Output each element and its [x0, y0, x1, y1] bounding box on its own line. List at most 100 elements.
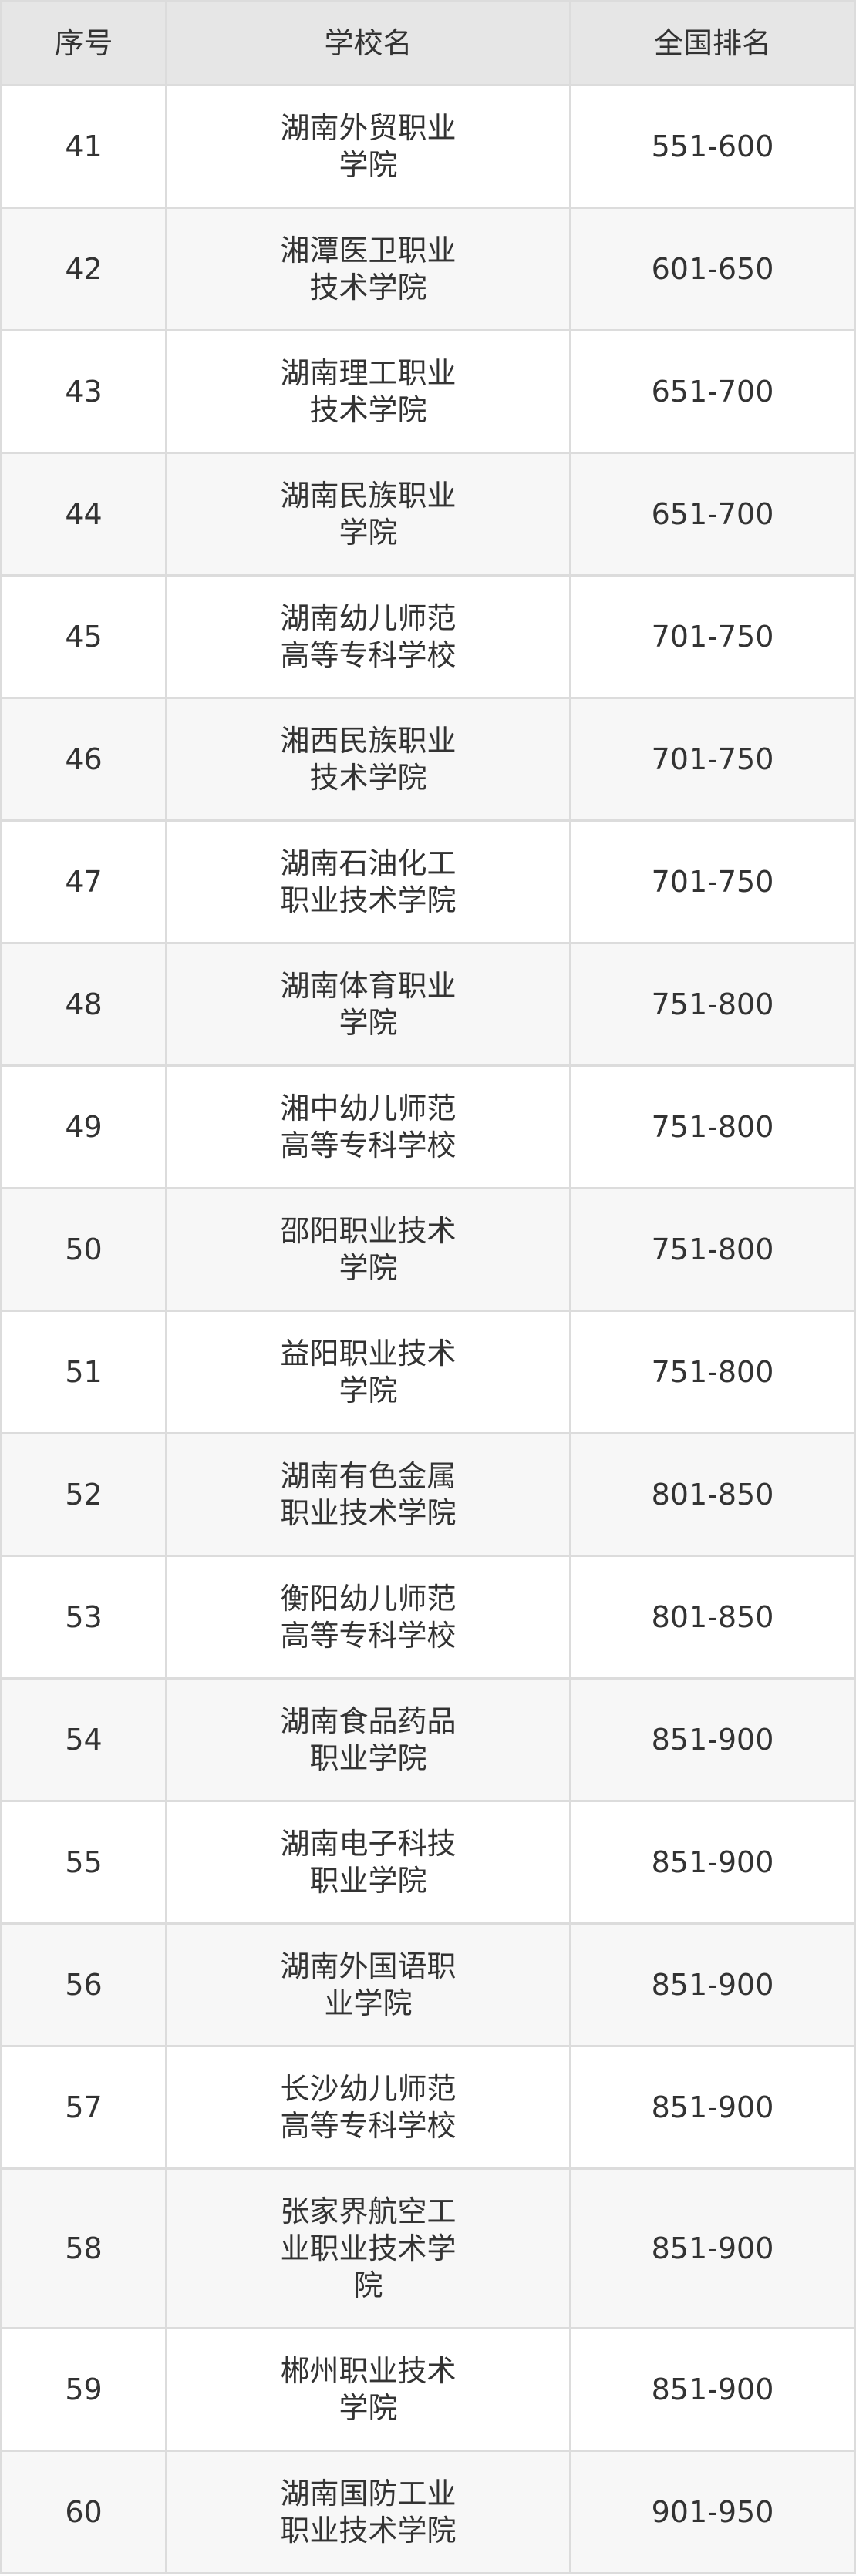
table-row: 51 益阳职业技术学院 751-800	[0, 1310, 856, 1434]
table-row: 53 衡阳幼儿师范高等专科学校 801-850	[0, 1555, 856, 1680]
school-name-text: 湖南食品药品职业学院	[280, 1704, 457, 1775]
table-row: 59 郴州职业技术学院 851-900	[0, 2327, 856, 2452]
national-rank: 651-700	[569, 452, 856, 577]
row-index: 43	[0, 329, 167, 454]
national-rank: 801-850	[569, 1555, 856, 1680]
school-name-text: 湖南民族职业学院	[280, 479, 457, 550]
national-rank: 551-600	[569, 84, 856, 209]
table-row: 48 湖南体育职业学院 751-800	[0, 942, 856, 1067]
school-name-text: 湖南外国语职业学院	[280, 1949, 457, 2020]
header-national-rank: 全国排名	[569, 0, 856, 86]
school-name-cell: 湘西民族职业技术学院	[165, 697, 571, 822]
row-index: 59	[0, 2327, 167, 2452]
national-rank: 751-800	[569, 1064, 856, 1189]
row-index: 49	[0, 1064, 167, 1189]
school-name-text: 湖南外贸职业学院	[280, 111, 457, 182]
school-name-cell: 湖南电子科技职业学院	[165, 1800, 571, 1925]
table-row: 43 湖南理工职业技术学院 651-700	[0, 329, 856, 454]
school-name-cell: 湖南国防工业职业技术学院	[165, 2450, 571, 2574]
school-name-text: 湖南有色金属职业技术学院	[280, 1459, 457, 1530]
school-name-text: 益阳职业技术学院	[280, 1337, 457, 1407]
school-name-cell: 湘中幼儿师范高等专科学校	[165, 1064, 571, 1189]
national-rank: 701-750	[569, 574, 856, 699]
row-index: 54	[0, 1677, 167, 1802]
row-index: 46	[0, 697, 167, 822]
national-rank: 651-700	[569, 329, 856, 454]
header-index: 序号	[0, 0, 167, 86]
table-row: 50 邵阳职业技术学院 751-800	[0, 1187, 856, 1312]
row-index: 47	[0, 819, 167, 944]
national-rank: 851-900	[569, 1800, 856, 1925]
national-rank: 701-750	[569, 819, 856, 944]
table-row: 42 湘潭医卫职业技术学院 601-650	[0, 207, 856, 331]
school-name-text: 郴州职业技术学院	[280, 2354, 457, 2425]
table-row: 55 湖南电子科技职业学院 851-900	[0, 1800, 856, 1925]
row-index: 60	[0, 2450, 167, 2574]
table-row: 45 湖南幼儿师范高等专科学校 701-750	[0, 574, 856, 699]
table-row: 60 湖南国防工业职业技术学院 901-950	[0, 2450, 856, 2574]
row-index: 58	[0, 2167, 167, 2329]
table-row: 52 湖南有色金属职业技术学院 801-850	[0, 1432, 856, 1557]
national-rank: 601-650	[569, 207, 856, 331]
school-name-cell: 湖南民族职业学院	[165, 452, 571, 577]
table-row: 49 湘中幼儿师范高等专科学校 751-800	[0, 1064, 856, 1189]
school-name-text: 湘潭医卫职业技术学院	[280, 234, 457, 304]
school-name-cell: 湘潭医卫职业技术学院	[165, 207, 571, 331]
row-index: 45	[0, 574, 167, 699]
national-rank: 851-900	[569, 1677, 856, 1802]
school-name-cell: 湖南有色金属职业技术学院	[165, 1432, 571, 1557]
national-rank: 751-800	[569, 942, 856, 1067]
table-row: 41 湖南外贸职业学院 551-600	[0, 84, 856, 209]
school-name-cell: 衡阳幼儿师范高等专科学校	[165, 1555, 571, 1680]
school-name-cell: 湖南外贸职业学院	[165, 84, 571, 209]
row-index: 57	[0, 2045, 167, 2170]
school-name-text: 湖南国防工业职业技术学院	[280, 2477, 457, 2547]
national-rank: 851-900	[569, 1922, 856, 2047]
table-row: 54 湖南食品药品职业学院 851-900	[0, 1677, 856, 1802]
school-name-cell: 湖南体育职业学院	[165, 942, 571, 1067]
national-rank: 751-800	[569, 1310, 856, 1434]
national-rank: 801-850	[569, 1432, 856, 1557]
table-row: 44 湖南民族职业学院 651-700	[0, 452, 856, 577]
school-name-text: 湖南幼儿师范高等专科学校	[280, 601, 457, 672]
table-row: 57 长沙幼儿师范高等专科学校 851-900	[0, 2045, 856, 2170]
national-rank: 851-900	[569, 2167, 856, 2329]
row-index: 51	[0, 1310, 167, 1434]
school-name-cell: 湖南幼儿师范高等专科学校	[165, 574, 571, 699]
row-index: 50	[0, 1187, 167, 1312]
row-index: 48	[0, 942, 167, 1067]
row-index: 41	[0, 84, 167, 209]
school-name-cell: 郴州职业技术学院	[165, 2327, 571, 2452]
table-row: 46 湘西民族职业技术学院 701-750	[0, 697, 856, 822]
school-name-cell: 益阳职业技术学院	[165, 1310, 571, 1434]
school-name-text: 衡阳幼儿师范高等专科学校	[280, 1582, 457, 1653]
row-index: 56	[0, 1922, 167, 2047]
national-rank: 901-950	[569, 2450, 856, 2574]
school-name-cell: 长沙幼儿师范高等专科学校	[165, 2045, 571, 2170]
national-rank: 851-900	[569, 2327, 856, 2452]
header-row: 序号 学校名 全国排名	[0, 0, 856, 86]
table-body: 41 湖南外贸职业学院 551-600 42 湘潭医卫职业技术学院 601-650 43 湖南…	[0, 84, 856, 2574]
school-name-cell: 湖南食品药品职业学院	[165, 1677, 571, 1802]
school-name-cell: 张家界航空工业职业技术学院	[165, 2167, 571, 2329]
school-name-text: 湘中幼儿师范高等专科学校	[280, 1091, 457, 1162]
school-name-text: 长沙幼儿师范高等专科学校	[280, 2072, 457, 2143]
table-row: 56 湖南外国语职业学院 851-900	[0, 1922, 856, 2047]
row-index: 55	[0, 1800, 167, 1925]
school-name-text: 邵阳职业技术学院	[280, 1214, 457, 1285]
table-row: 47 湖南石油化工职业技术学院 701-750	[0, 819, 856, 944]
school-name-cell: 湖南石油化工职业技术学院	[165, 819, 571, 944]
school-name-text: 湖南电子科技职业学院	[280, 1827, 457, 1898]
school-name-text: 张家界航空工业职业技术学院	[280, 2194, 457, 2302]
national-rank: 851-900	[569, 2045, 856, 2170]
school-name-text: 湖南体育职业学院	[280, 969, 457, 1040]
row-index: 52	[0, 1432, 167, 1557]
school-name-text: 湖南石油化工职业技术学院	[280, 846, 457, 917]
school-name-cell: 湖南外国语职业学院	[165, 1922, 571, 2047]
row-index: 44	[0, 452, 167, 577]
school-name-cell: 邵阳职业技术学院	[165, 1187, 571, 1312]
national-rank: 701-750	[569, 697, 856, 822]
school-name-cell: 湖南理工职业技术学院	[165, 329, 571, 454]
school-name-text: 湖南理工职业技术学院	[280, 356, 457, 427]
